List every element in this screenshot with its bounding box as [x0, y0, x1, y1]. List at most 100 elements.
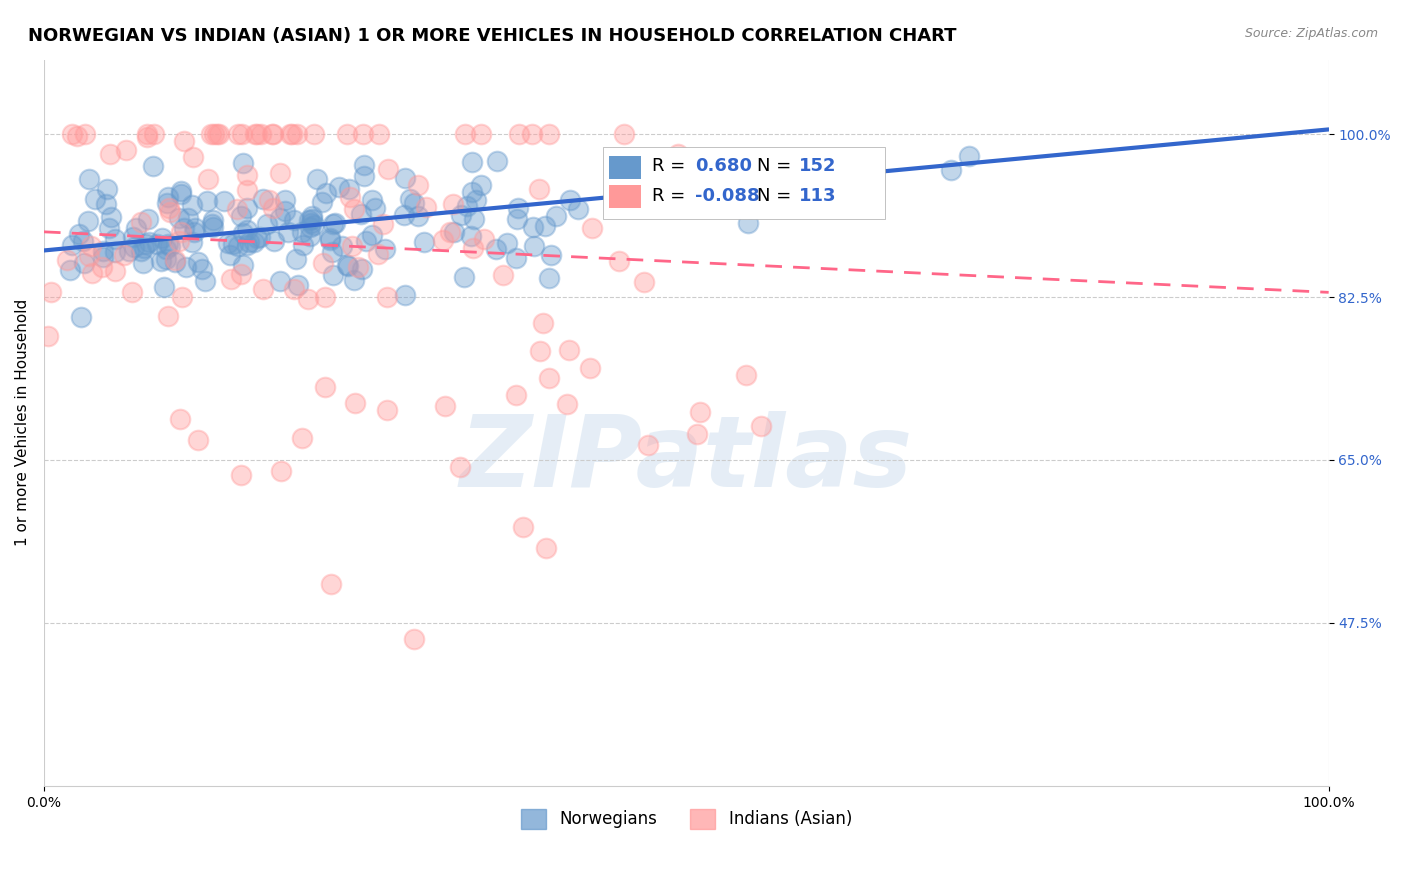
- Point: [297, 292, 319, 306]
- Point: [228, 127, 250, 141]
- Point: [177, 211, 200, 225]
- Point: [522, 220, 544, 235]
- Point: [159, 204, 181, 219]
- Point: [219, 272, 242, 286]
- Point: [406, 178, 429, 192]
- Point: [537, 371, 560, 385]
- Point: [441, 197, 464, 211]
- Point: [363, 202, 385, 216]
- Point: [238, 235, 260, 249]
- Point: [97, 220, 120, 235]
- Point: [406, 209, 429, 223]
- Point: [463, 241, 485, 255]
- Point: [465, 193, 488, 207]
- Point: [323, 216, 346, 230]
- Point: [322, 268, 344, 282]
- Point: [260, 127, 283, 141]
- Point: [60, 238, 83, 252]
- Point: [283, 212, 305, 227]
- Point: [301, 212, 323, 227]
- Point: [231, 267, 253, 281]
- Point: [311, 195, 333, 210]
- Point: [150, 254, 173, 268]
- Point: [347, 260, 370, 274]
- Point: [350, 207, 373, 221]
- Text: 0.680: 0.680: [695, 157, 752, 176]
- Point: [136, 129, 159, 144]
- Point: [291, 431, 314, 445]
- Point: [613, 127, 636, 141]
- Point: [307, 172, 329, 186]
- Point: [495, 236, 517, 251]
- Point: [415, 201, 437, 215]
- Point: [131, 215, 153, 229]
- Point: [231, 127, 253, 141]
- Point: [450, 208, 472, 222]
- Point: [72, 235, 94, 249]
- Point: [352, 127, 374, 141]
- Point: [187, 255, 209, 269]
- Point: [170, 290, 193, 304]
- Point: [402, 195, 425, 210]
- Point: [246, 127, 269, 141]
- Point: [77, 214, 100, 228]
- Point: [170, 225, 193, 239]
- Point: [343, 202, 366, 217]
- Point: [506, 202, 529, 216]
- Point: [314, 290, 336, 304]
- Point: [67, 227, 90, 241]
- Point: [505, 388, 527, 402]
- Point: [205, 127, 228, 141]
- Point: [285, 127, 308, 141]
- Point: [339, 190, 361, 204]
- Point: [173, 134, 195, 148]
- Point: [299, 216, 322, 230]
- Point: [319, 233, 342, 247]
- Point: [202, 127, 225, 141]
- Text: 152: 152: [800, 157, 837, 176]
- Point: [176, 260, 198, 274]
- Point: [236, 201, 259, 215]
- Point: [195, 194, 218, 209]
- Point: [181, 150, 204, 164]
- Point: [269, 274, 291, 288]
- Point: [314, 380, 336, 394]
- Point: [336, 259, 359, 273]
- Point: [156, 236, 179, 251]
- Point: [96, 182, 118, 196]
- Point: [250, 127, 273, 141]
- Point: [39, 285, 62, 299]
- Point: [118, 244, 141, 259]
- Point: [59, 262, 82, 277]
- Point: [460, 185, 482, 199]
- Point: [299, 220, 322, 235]
- Point: [249, 229, 271, 244]
- Point: [181, 235, 204, 249]
- Point: [100, 210, 122, 224]
- Point: [637, 437, 659, 451]
- Point: [243, 235, 266, 249]
- Point: [184, 221, 207, 235]
- Point: [231, 209, 253, 223]
- Point: [96, 196, 118, 211]
- Text: N =: N =: [756, 157, 797, 176]
- Point: [453, 270, 475, 285]
- Point: [367, 246, 389, 260]
- Point: [274, 193, 297, 207]
- FancyBboxPatch shape: [609, 156, 641, 179]
- Point: [70, 310, 93, 325]
- Point: [232, 226, 254, 240]
- Point: [534, 541, 557, 556]
- Point: [322, 218, 344, 232]
- Point: [197, 172, 219, 186]
- Point: [312, 256, 335, 270]
- Point: [353, 158, 375, 172]
- Point: [93, 244, 115, 259]
- Point: [212, 194, 235, 209]
- Point: [77, 172, 100, 186]
- Point: [301, 209, 323, 223]
- Point: [343, 396, 366, 410]
- Point: [367, 127, 389, 141]
- Text: -0.088: -0.088: [695, 187, 759, 205]
- Point: [375, 403, 398, 417]
